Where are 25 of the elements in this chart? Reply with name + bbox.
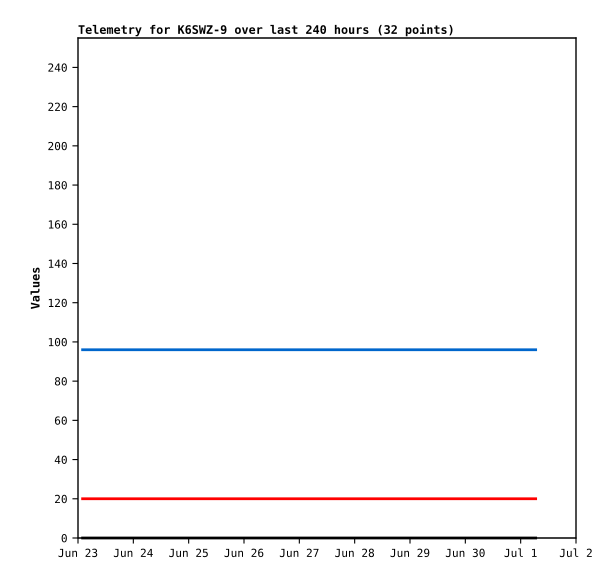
y-tick-label: 120: [48, 298, 67, 308]
x-tick-label: Jun 23: [58, 548, 98, 558]
x-tick-label: Jun 30: [446, 548, 485, 558]
y-axis-title: Values: [30, 268, 40, 309]
x-tick-label: Jul 2: [560, 548, 592, 558]
y-tick-label: 140: [48, 259, 67, 268]
y-tick-label: 180: [48, 181, 67, 190]
x-tick-label: Jun 27: [280, 548, 319, 558]
x-tick-label: Jun 26: [224, 548, 264, 558]
y-tick-label: 20: [55, 494, 67, 504]
y-tick-label: 40: [54, 456, 67, 464]
chart-title: Telemetry for K6SWZ-9 over last 240 hours (32 points): [78, 24, 452, 36]
x-tick-label: Jun 28: [335, 548, 374, 558]
y-tick-label: 240: [48, 63, 67, 72]
y-tick-label: 220: [48, 102, 67, 112]
y-tick-label: 0: [62, 534, 67, 542]
y-tick-label: 200: [48, 142, 67, 150]
y-tick-label: 80: [54, 377, 67, 386]
x-tick-label: Jun 25: [169, 548, 208, 558]
y-tick-label: 160: [48, 220, 67, 229]
x-tick-label: Jul 1: [504, 548, 537, 558]
y-tick-label: 60: [54, 416, 67, 425]
x-tick-label: Jun 29: [390, 548, 430, 558]
x-tick-label: Jun 24: [114, 548, 153, 558]
y-tick-label: 100: [48, 338, 67, 346]
